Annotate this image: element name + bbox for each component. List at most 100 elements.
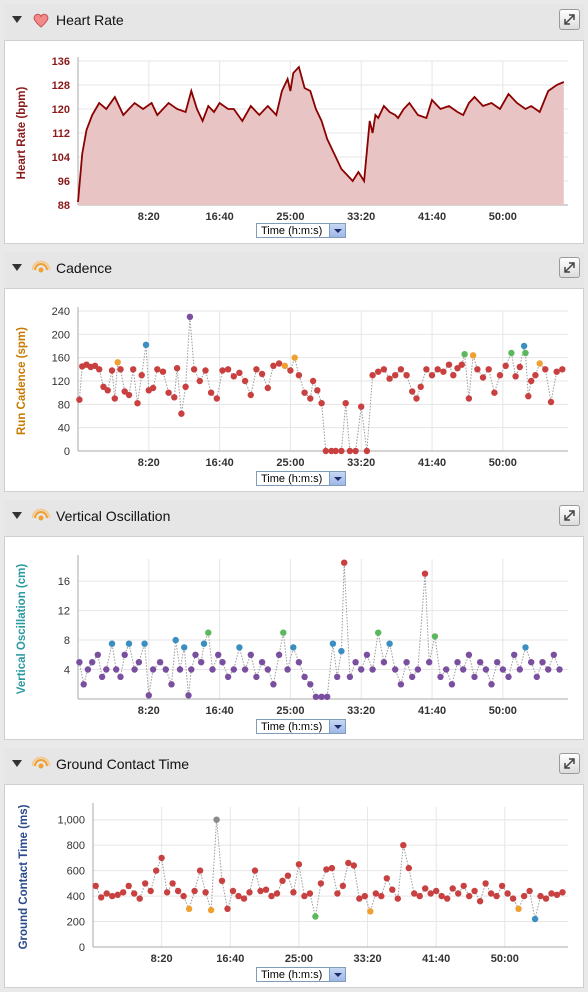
- data-point: [522, 644, 529, 651]
- data-point: [182, 383, 189, 390]
- data-point: [392, 372, 399, 379]
- data-point: [397, 681, 405, 688]
- data-point: [386, 375, 393, 382]
- expand-button[interactable]: [559, 257, 580, 278]
- data-point: [375, 629, 382, 636]
- x-axis-select[interactable]: Time (h:m:s): [256, 719, 346, 734]
- y-tick-label: 136: [52, 56, 70, 68]
- data-point: [356, 895, 363, 902]
- data-point: [236, 369, 243, 376]
- data-point: [339, 882, 347, 890]
- x-tick-label: 50:00: [489, 457, 517, 469]
- data-point: [301, 892, 308, 900]
- x-axis-select-value: Time (h:m:s): [261, 473, 323, 485]
- data-point: [427, 890, 434, 897]
- data-point: [80, 681, 87, 688]
- data-point: [281, 362, 288, 369]
- data-point: [114, 891, 121, 898]
- data-point: [113, 666, 120, 673]
- x-tick-label: 41:40: [418, 211, 446, 223]
- y-tick-label: 128: [52, 80, 70, 92]
- expand-icon: [564, 14, 575, 25]
- data-point: [186, 313, 194, 320]
- data-point: [460, 666, 467, 673]
- y-tick-label: 1,000: [57, 815, 85, 827]
- collapse-arrow-icon[interactable]: [12, 16, 22, 23]
- data-point: [230, 373, 237, 380]
- data-point: [346, 673, 354, 681]
- x-axis-select[interactable]: Time (h:m:s): [256, 967, 346, 982]
- data-point: [178, 410, 185, 417]
- data-point: [375, 368, 382, 375]
- data-point: [301, 389, 308, 396]
- data-point: [287, 367, 294, 374]
- data-point: [528, 659, 535, 666]
- y-tick-label: 80: [58, 399, 70, 411]
- data-point: [553, 891, 561, 898]
- data-point: [496, 372, 504, 379]
- data-point: [454, 365, 461, 372]
- data-point: [536, 360, 543, 367]
- expand-button[interactable]: [559, 9, 580, 30]
- data-point: [163, 889, 171, 896]
- x-axis-select-value: Time (h:m:s): [261, 969, 323, 981]
- data-point: [141, 640, 148, 647]
- data-point: [342, 400, 349, 407]
- heart-rate-area: [78, 67, 564, 205]
- data-point: [268, 892, 275, 900]
- panel-header: Heart Rate: [4, 4, 584, 36]
- data-point: [553, 368, 560, 375]
- y-tick-label: 800: [67, 840, 85, 852]
- x-axis-select[interactable]: Time (h:m:s): [256, 471, 346, 486]
- collapse-arrow-icon[interactable]: [12, 264, 22, 271]
- data-point: [520, 342, 528, 350]
- data-point: [559, 889, 566, 896]
- data-point: [550, 651, 557, 658]
- data-point: [482, 880, 489, 887]
- data-point: [520, 892, 528, 900]
- data-point: [114, 359, 121, 366]
- data-point: [125, 882, 132, 890]
- y-tick-label: 4: [64, 665, 70, 677]
- y-axis-label: Ground Contact Time (ms): [18, 804, 30, 949]
- data-point: [142, 880, 149, 887]
- y-tick-label: 104: [52, 152, 71, 164]
- data-point: [498, 882, 506, 890]
- data-point: [191, 887, 198, 895]
- data-point: [257, 887, 264, 895]
- data-point: [209, 666, 216, 673]
- data-point: [295, 659, 303, 666]
- data-point: [322, 447, 329, 455]
- data-point: [445, 361, 453, 368]
- data-point: [270, 362, 277, 369]
- chart-body: 0 40 80 120 160 200 240 8:20 16:40 25:00 33:20 41:4…: [4, 288, 584, 492]
- data-point: [121, 388, 128, 395]
- data-point: [324, 693, 331, 700]
- data-point: [537, 892, 544, 900]
- y-tick-label: 96: [58, 176, 70, 188]
- data-point: [358, 666, 365, 673]
- x-tick-label: 33:20: [353, 953, 381, 965]
- collapse-arrow-icon[interactable]: [12, 760, 22, 767]
- data-point: [531, 915, 539, 923]
- data-point: [131, 890, 138, 897]
- running-sensor-icon: [32, 508, 50, 521]
- expand-button[interactable]: [559, 753, 580, 774]
- data-point: [125, 640, 133, 647]
- x-axis-select[interactable]: Time (h:m:s): [256, 223, 346, 238]
- data-point: [270, 681, 277, 688]
- data-point: [301, 673, 308, 681]
- data-point: [338, 447, 345, 455]
- data-point: [103, 666, 110, 673]
- y-tick-label: 400: [67, 891, 85, 903]
- data-point: [417, 383, 424, 390]
- data-point: [440, 368, 447, 375]
- data-point: [131, 666, 138, 673]
- data-point: [458, 361, 465, 368]
- data-point: [504, 890, 511, 897]
- expand-icon: [564, 262, 575, 273]
- collapse-arrow-icon[interactable]: [12, 512, 22, 519]
- data-point: [229, 887, 237, 895]
- data-point: [307, 395, 314, 402]
- expand-button[interactable]: [559, 505, 580, 526]
